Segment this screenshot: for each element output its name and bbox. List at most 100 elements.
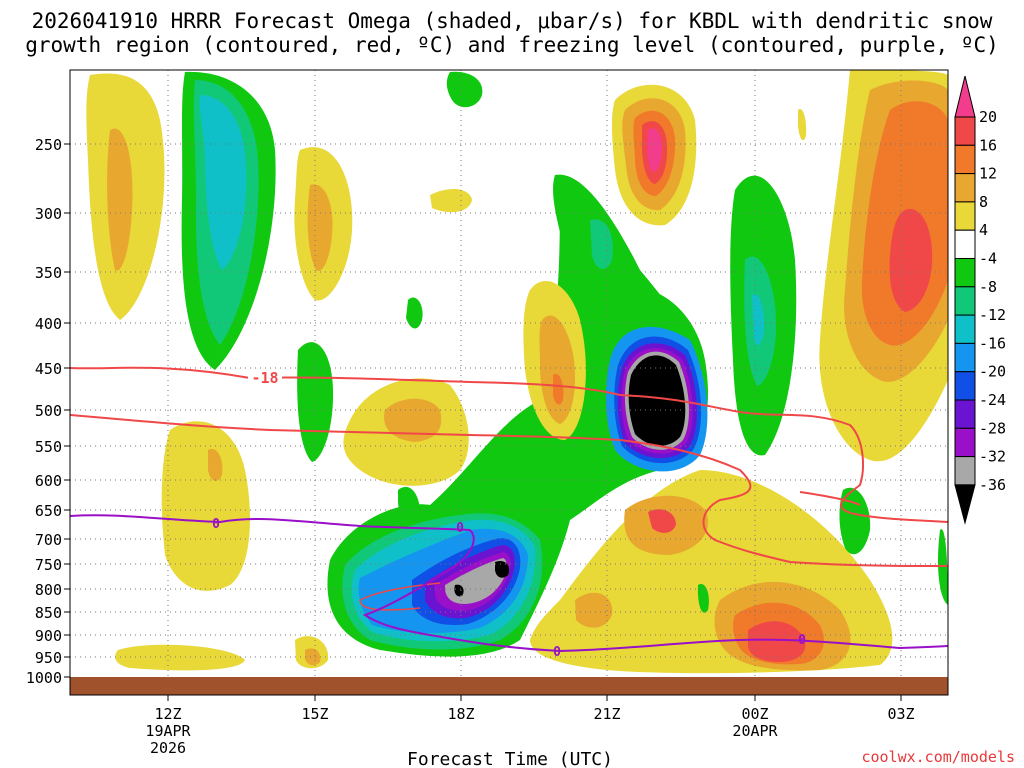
colorbar-label: -4	[979, 250, 997, 268]
omega-region-neg-right-col-cyan	[752, 294, 765, 346]
colorbar-swatch	[954, 342, 976, 373]
colorbar-top-arrow	[954, 75, 976, 118]
omega-region-pos-lower-mid	[575, 592, 613, 628]
omega-region-pos-lower-right-o1r	[648, 509, 676, 533]
contour-labels: -18 0 0 0 0	[212, 369, 806, 660]
y-tick-label: 450	[35, 360, 62, 378]
freezing-label-1: 0	[212, 517, 220, 532]
omega-region-neg-right-edge	[937, 529, 948, 605]
colorbar: 20 16 12 8 4 -4 -8 -12 -16 -20 -24 -28 -32 -36	[954, 75, 1006, 525]
y-tick-label: 300	[35, 205, 62, 223]
omega-region-neg-upper-center	[553, 174, 690, 377]
y-tick-label: 1000	[26, 669, 62, 687]
freezing-label-4: 0	[798, 633, 806, 648]
colorbar-swatch	[954, 371, 976, 401]
omega-region-pos-bottom-strip	[115, 644, 245, 671]
y-tick-label: 650	[35, 502, 62, 520]
colorbar-swatch	[954, 456, 976, 486]
colorbar-swatch	[954, 229, 976, 259]
y-tick-label: 600	[35, 472, 62, 490]
y-tick-label: 500	[35, 402, 62, 420]
colorbar-label: -24	[979, 391, 1006, 409]
colorbar-swatch	[954, 258, 976, 288]
colorbar-swatch	[954, 144, 976, 175]
omega-region-pos-upper-right-col-pink	[647, 128, 662, 172]
y-tick-label: 950	[35, 649, 62, 667]
colorbar-label: 20	[979, 108, 997, 126]
omega-region-neg-top-small	[446, 71, 483, 108]
omega-region-pos-lower-left	[161, 421, 250, 591]
x-axis-label: Forecast Time (UTC)	[407, 749, 613, 768]
dgz-contour-lower-loop	[359, 582, 441, 611]
y-tick-label: 750	[35, 556, 62, 574]
dgz-contour-right-loop	[799, 491, 861, 506]
chart-title-line2: growth region (contoured, red, ºC) and f…	[25, 33, 999, 57]
colorbar-label: 16	[979, 136, 997, 154]
colorbar-swatch	[954, 286, 976, 316]
ground-strip	[70, 677, 948, 695]
y-tick-label: 900	[35, 627, 62, 645]
dgz-label: -18	[251, 369, 278, 387]
colorbar-label: -16	[979, 334, 1006, 352]
x-tick-sublabel-year: 2026	[150, 739, 186, 757]
colorbar-bottom-arrow	[954, 484, 976, 525]
credit-text: coolwx.com/models	[861, 748, 1015, 766]
omega-shading	[86, 70, 948, 674]
omega-region-neg-right-small	[839, 487, 871, 555]
colorbar-label: -20	[979, 363, 1006, 381]
colorbar-label: 4	[979, 221, 988, 239]
x-tick-label: 03Z	[887, 705, 914, 723]
colorbar-swatch	[954, 314, 976, 344]
colorbar-label: -12	[979, 306, 1006, 324]
colorbar-label: 8	[979, 193, 988, 211]
y-tick-label: 350	[35, 264, 62, 282]
x-tick-label: 12Z	[154, 705, 181, 723]
omega-region-pos-top-small	[430, 188, 472, 213]
omega-region-pos-right-column-red	[889, 209, 933, 312]
chart-title-line1: 2026041910 HRRR Forecast Omega (shaded, …	[32, 9, 993, 33]
colorbar-swatch	[954, 173, 976, 203]
plot-area: -18 0 0 0 0	[69, 69, 949, 696]
colorbar-label: 12	[979, 165, 997, 183]
x-tick-label: 15Z	[301, 705, 328, 723]
colorbar-label: -32	[979, 448, 1006, 466]
colorbar-swatch	[954, 116, 976, 146]
y-tick-label: 250	[35, 136, 62, 154]
plot-frame	[69, 69, 949, 696]
colorbar-swatch	[954, 399, 976, 429]
colorbar-label: -8	[979, 278, 997, 296]
colorbar-label: -36	[979, 476, 1006, 494]
colorbar-label: -28	[979, 419, 1006, 437]
y-tick-label: 850	[35, 604, 62, 622]
x-tick-label: 21Z	[593, 705, 620, 723]
freezing-level-contour	[70, 514, 948, 653]
omega-region-pos-left-core	[107, 128, 133, 271]
omega-region-pos-mid-column-r	[553, 374, 564, 405]
omega-region-neg-central-black	[495, 560, 510, 578]
freezing-label-3: 0	[553, 645, 561, 660]
x-tick-label: 00Z	[741, 705, 768, 723]
omega-region-neg-small-left2	[398, 486, 421, 524]
omega-region-pos-lower-right-red	[748, 621, 806, 662]
omega-region-pos-top-right-small	[798, 109, 807, 141]
omega-region-neg-small-left	[406, 297, 423, 329]
freezing-label-2: 0	[456, 521, 464, 536]
omega-region-neg-upper-left-core	[199, 95, 247, 270]
omega-region-pos-mid-blob-o	[384, 398, 442, 442]
y-axis: 250 300 350 400 450 500 550 600 650 700 750 800 850 9…	[26, 136, 70, 687]
x-tick-sublabel: 19APR	[145, 722, 191, 740]
x-tick-label: 18Z	[447, 705, 474, 723]
y-tick-label: 800	[35, 581, 62, 599]
grid-lines	[70, 70, 948, 677]
dgz-contour-lower	[70, 414, 948, 567]
omega-region-neg-upper-center-mid	[590, 219, 613, 270]
y-tick-label: 550	[35, 438, 62, 456]
omega-region-neg-central-black2	[454, 584, 464, 597]
omega-region-pos-lower-left-core	[208, 449, 223, 482]
omega-region-neg-core-black	[628, 355, 686, 446]
omega-region-pos-lower-far-left-o	[305, 648, 321, 666]
y-tick-label: 400	[35, 315, 62, 333]
omega-region-pos-mid-column-o	[539, 315, 576, 424]
x-tick-sublabel: 20APR	[732, 722, 778, 740]
